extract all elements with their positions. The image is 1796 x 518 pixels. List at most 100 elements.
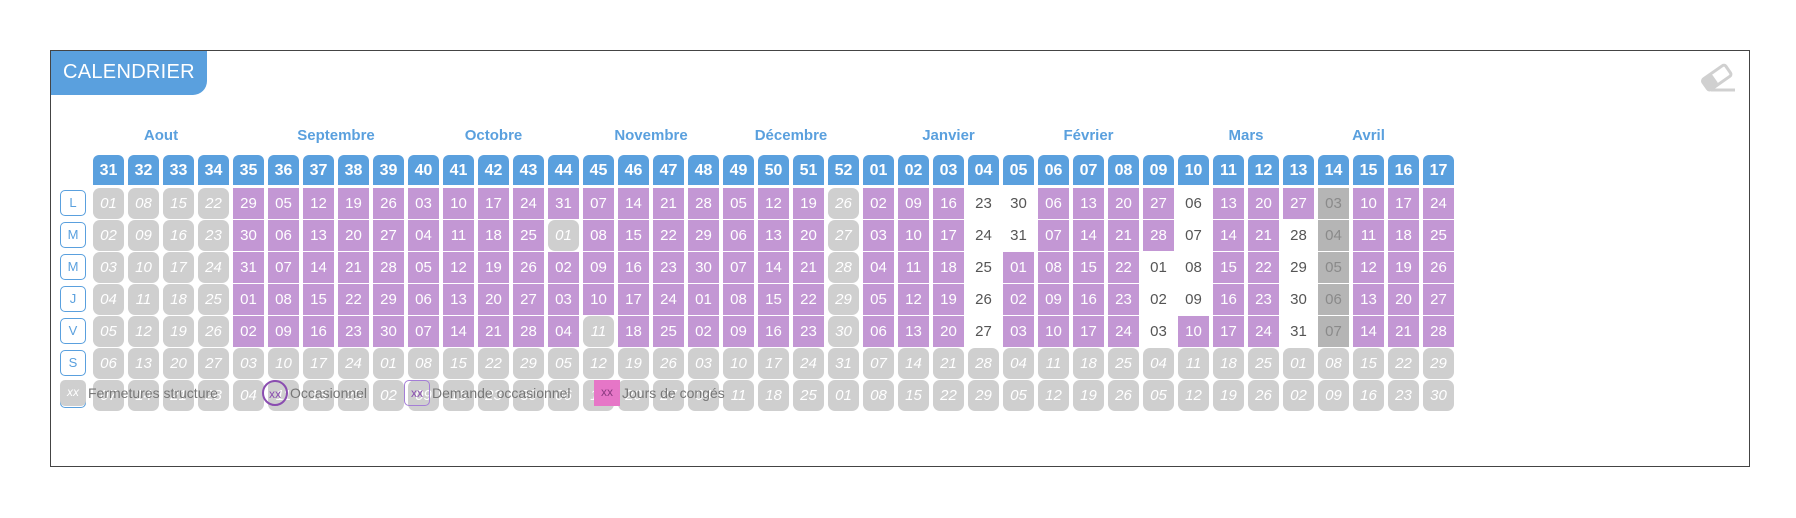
day-cell[interactable]: 21: [338, 252, 369, 283]
day-cell[interactable]: 14: [443, 316, 474, 347]
day-cell[interactable]: 06: [1318, 284, 1349, 315]
day-cell[interactable]: 28: [828, 252, 859, 283]
day-cell[interactable]: 02: [863, 188, 894, 219]
day-cell[interactable]: 19: [793, 188, 824, 219]
day-cell[interactable]: 19: [163, 316, 194, 347]
day-cell[interactable]: 26: [513, 252, 544, 283]
day-cell[interactable]: 27: [828, 220, 859, 251]
day-cell[interactable]: 22: [338, 284, 369, 315]
day-cell[interactable]: 15: [1073, 252, 1104, 283]
day-cell[interactable]: 07: [583, 188, 614, 219]
day-cell[interactable]: 21: [1108, 220, 1139, 251]
day-cell[interactable]: 19: [478, 252, 509, 283]
day-cell[interactable]: 30: [233, 220, 264, 251]
day-cell[interactable]: 07: [1318, 316, 1349, 347]
day-cell[interactable]: 31: [548, 188, 579, 219]
day-cell[interactable]: 20: [1248, 188, 1279, 219]
day-cell[interactable]: 27: [198, 348, 229, 379]
day-cell[interactable]: 05: [268, 188, 299, 219]
day-cell[interactable]: 25: [338, 380, 369, 411]
day-cell[interactable]: 26: [653, 348, 684, 379]
day-cell[interactable]: 09: [1038, 284, 1069, 315]
day-cell[interactable]: 27: [968, 316, 999, 347]
day-cell[interactable]: 10: [1038, 316, 1069, 347]
day-cell[interactable]: 20: [1388, 284, 1419, 315]
day-cell[interactable]: 18: [758, 380, 789, 411]
day-cell[interactable]: 10: [128, 252, 159, 283]
day-cell[interactable]: 26: [373, 188, 404, 219]
day-cell[interactable]: 01: [1003, 252, 1034, 283]
day-cell[interactable]: 27: [653, 380, 684, 411]
day-cell[interactable]: 20: [933, 316, 964, 347]
day-cell[interactable]: 21: [1248, 220, 1279, 251]
day-cell[interactable]: 27: [1143, 188, 1174, 219]
day-cell[interactable]: 30: [1003, 188, 1034, 219]
day-cell[interactable]: 06: [268, 220, 299, 251]
day-cell[interactable]: 04: [1143, 348, 1174, 379]
eraser-icon[interactable]: [1697, 63, 1737, 93]
day-cell[interactable]: 20: [618, 380, 649, 411]
day-cell[interactable]: 10: [268, 348, 299, 379]
day-cell[interactable]: 15: [898, 380, 929, 411]
day-cell[interactable]: 04: [863, 252, 894, 283]
day-cell[interactable]: 29: [513, 348, 544, 379]
day-cell[interactable]: 25: [198, 284, 229, 315]
day-cell[interactable]: 24: [793, 348, 824, 379]
day-cell[interactable]: 30: [1423, 380, 1454, 411]
day-cell[interactable]: 03: [1003, 316, 1034, 347]
day-cell[interactable]: 30: [373, 316, 404, 347]
day-cell[interactable]: 31: [828, 348, 859, 379]
day-cell[interactable]: 26: [1248, 380, 1279, 411]
day-cell[interactable]: 05: [408, 252, 439, 283]
day-cell[interactable]: 22: [933, 380, 964, 411]
day-cell[interactable]: 25: [1423, 220, 1454, 251]
day-cell[interactable]: 05: [723, 188, 754, 219]
day-cell[interactable]: 08: [268, 284, 299, 315]
day-cell[interactable]: 16: [303, 316, 334, 347]
day-cell[interactable]: 14: [758, 252, 789, 283]
day-cell[interactable]: 04: [233, 380, 264, 411]
day-cell[interactable]: 07: [863, 348, 894, 379]
day-cell[interactable]: 07: [1038, 220, 1069, 251]
day-cell[interactable]: 01: [828, 380, 859, 411]
day-cell[interactable]: 17: [1073, 316, 1104, 347]
day-cell[interactable]: 24: [1423, 188, 1454, 219]
day-cell[interactable]: 22: [1388, 348, 1419, 379]
day-cell[interactable]: 27: [513, 284, 544, 315]
day-cell[interactable]: 23: [1388, 380, 1419, 411]
day-cell[interactable]: 28: [1423, 316, 1454, 347]
day-cell[interactable]: 26: [1108, 380, 1139, 411]
day-cell[interactable]: 11: [1038, 348, 1069, 379]
day-cell[interactable]: 28: [1283, 220, 1314, 251]
day-cell[interactable]: 24: [198, 252, 229, 283]
day-cell[interactable]: 11: [443, 220, 474, 251]
day-cell[interactable]: 30: [513, 380, 544, 411]
day-cell[interactable]: 12: [1038, 380, 1069, 411]
day-cell[interactable]: 13: [758, 220, 789, 251]
day-cell[interactable]: 02: [1003, 284, 1034, 315]
day-cell[interactable]: 24: [338, 348, 369, 379]
day-cell[interactable]: 11: [128, 284, 159, 315]
day-cell[interactable]: 23: [1108, 284, 1139, 315]
day-cell[interactable]: 25: [513, 220, 544, 251]
day-cell[interactable]: 22: [478, 348, 509, 379]
day-cell[interactable]: 03: [548, 284, 579, 315]
day-cell[interactable]: 13: [128, 348, 159, 379]
day-cell[interactable]: 31: [1283, 316, 1314, 347]
day-cell[interactable]: 15: [618, 220, 649, 251]
day-cell[interactable]: 28: [373, 252, 404, 283]
day-cell[interactable]: 14: [618, 188, 649, 219]
day-cell[interactable]: 18: [1073, 348, 1104, 379]
day-cell[interactable]: 04: [548, 316, 579, 347]
day-cell[interactable]: 10: [583, 284, 614, 315]
day-cell[interactable]: 11: [1353, 220, 1384, 251]
day-cell[interactable]: 12: [1178, 380, 1209, 411]
day-cell[interactable]: 16: [163, 220, 194, 251]
day-cell[interactable]: 08: [408, 348, 439, 379]
day-cell[interactable]: 24: [513, 188, 544, 219]
day-cell[interactable]: 06: [408, 284, 439, 315]
day-cell[interactable]: 17: [618, 284, 649, 315]
day-cell[interactable]: 03: [863, 220, 894, 251]
day-cell[interactable]: 12: [128, 316, 159, 347]
day-cell[interactable]: 25: [653, 316, 684, 347]
